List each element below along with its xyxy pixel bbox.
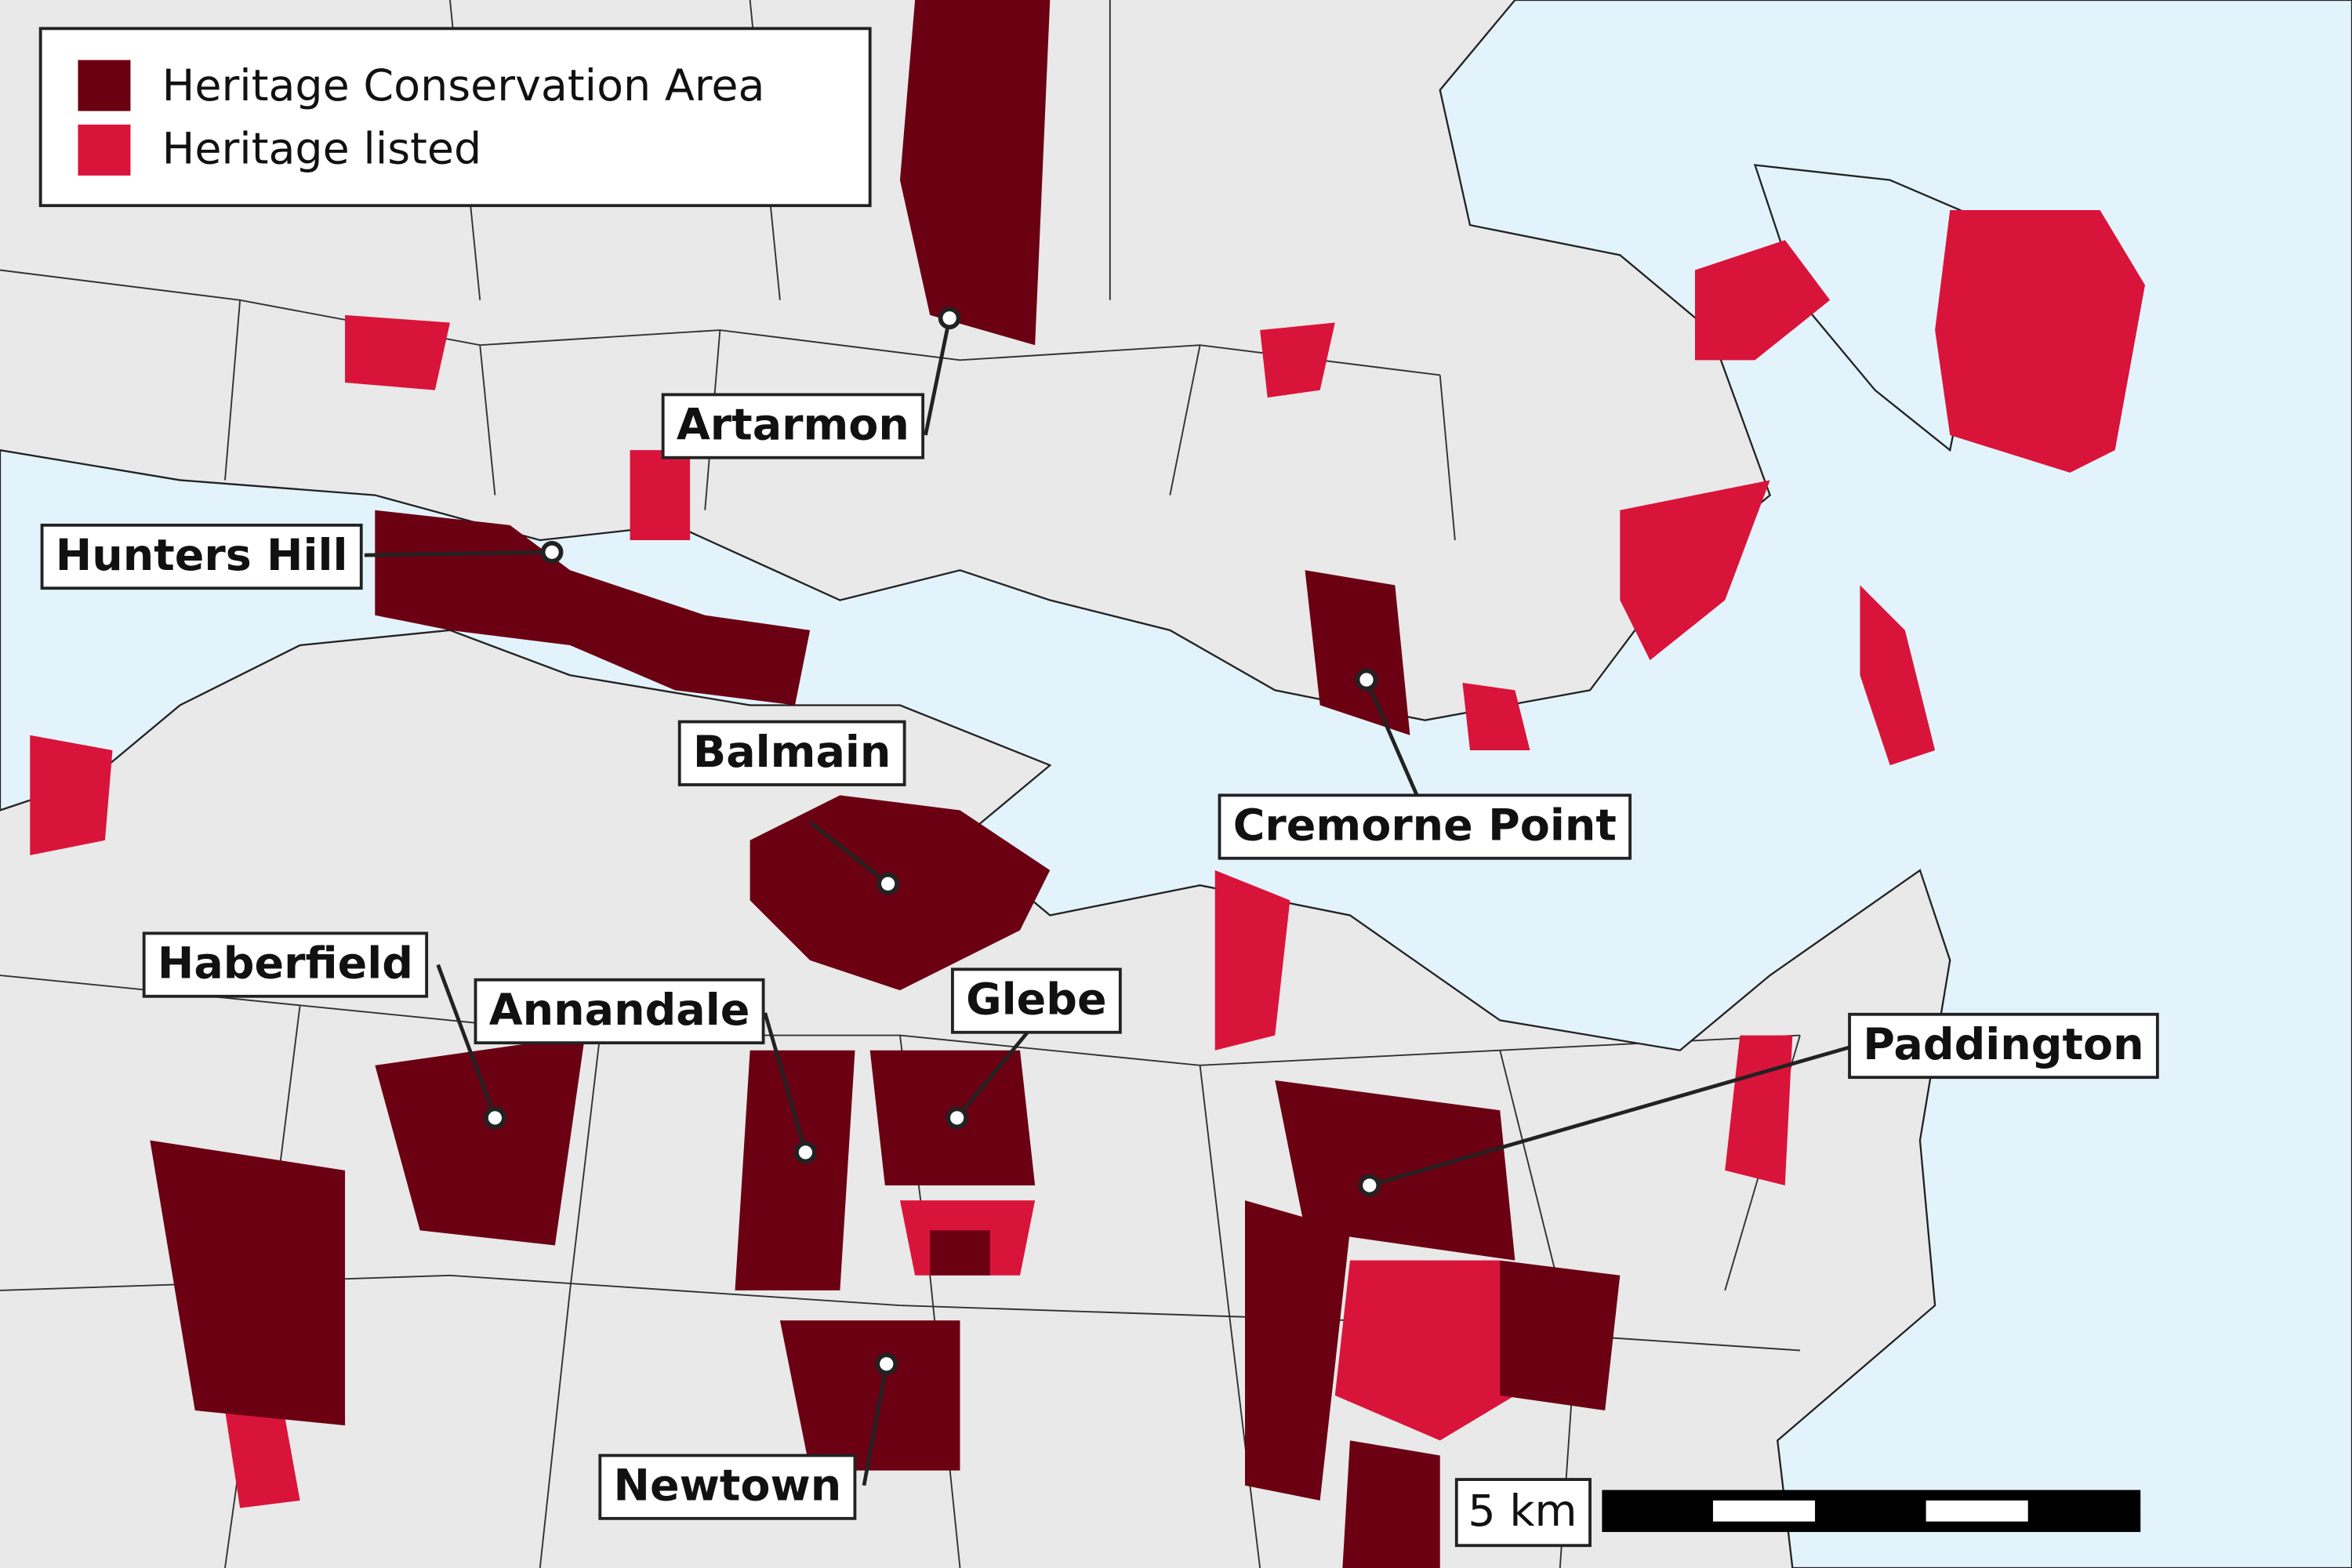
place-dot bbox=[946, 1106, 969, 1130]
legend-swatch bbox=[78, 124, 131, 176]
place: Cremorne Point bbox=[1218, 668, 1632, 860]
label-box bbox=[951, 967, 1122, 1034]
legend-label: Heritage Conservation Area bbox=[162, 60, 765, 111]
scale-bar: 5 km bbox=[1454, 1478, 2141, 1548]
place-labels: Artarmon Hunters Hill Balmain Cremorne Poin… bbox=[40, 307, 2159, 1520]
place-label: Haberfield bbox=[158, 938, 413, 989]
place-label: Glebe bbox=[966, 975, 1107, 1025]
label-box bbox=[661, 393, 925, 459]
scale-label: 5 km bbox=[1468, 1486, 1577, 1537]
leader-line bbox=[808, 820, 890, 886]
place: Artarmon bbox=[661, 307, 961, 459]
place-dot bbox=[540, 540, 564, 564]
place-dot bbox=[877, 872, 900, 895]
place-dot bbox=[938, 307, 961, 330]
place-label: Balmain bbox=[693, 727, 891, 778]
place-dot bbox=[875, 1352, 898, 1376]
place-label: Cremorne Point bbox=[1233, 800, 1617, 851]
scale-bar-segment bbox=[1712, 1500, 1816, 1522]
leader-line bbox=[862, 1363, 889, 1486]
label-box bbox=[142, 931, 429, 998]
label-box bbox=[474, 978, 765, 1045]
leader-line bbox=[1369, 1045, 1850, 1188]
label-box bbox=[677, 720, 906, 786]
place: Hunters Hill bbox=[40, 523, 564, 590]
leader-line bbox=[1364, 679, 1420, 798]
scale-bar-segment bbox=[1926, 1500, 2028, 1522]
legend: Heritage Conservation Area Heritage list… bbox=[38, 27, 872, 208]
place-dot bbox=[1355, 668, 1378, 691]
place: Paddington bbox=[1358, 1012, 2159, 1197]
place: Balmain bbox=[677, 720, 906, 895]
leader-line bbox=[955, 1031, 1029, 1120]
scale-bar-outline bbox=[1602, 1490, 2141, 1533]
legend-box bbox=[38, 27, 872, 208]
place-dot bbox=[1358, 1174, 1381, 1197]
place: Annandale bbox=[474, 978, 817, 1164]
label-box bbox=[40, 523, 363, 590]
place-label: Artarmon bbox=[677, 400, 909, 451]
label-box bbox=[1848, 1012, 2159, 1080]
scale-label-box bbox=[1454, 1478, 1592, 1548]
place-label: Newtown bbox=[614, 1461, 842, 1512]
legend-swatch bbox=[78, 60, 131, 111]
place-dot bbox=[484, 1106, 506, 1130]
label-box bbox=[1218, 793, 1632, 860]
leader-line bbox=[364, 550, 553, 557]
leader-line bbox=[924, 318, 952, 436]
leader-line bbox=[436, 964, 497, 1119]
leader-line bbox=[763, 1012, 808, 1153]
place: Glebe bbox=[946, 967, 1122, 1130]
place-label: Annandale bbox=[489, 985, 750, 1036]
place: Haberfield bbox=[142, 931, 506, 1130]
label-box bbox=[598, 1454, 857, 1520]
place-label: Hunters Hill bbox=[56, 530, 348, 581]
place: Newtown bbox=[598, 1352, 898, 1520]
place-label: Paddington bbox=[1863, 1019, 2143, 1070]
place-dot bbox=[794, 1141, 817, 1164]
legend-label: Heritage listed bbox=[162, 123, 482, 174]
heritage-conservation-areas bbox=[150, 0, 1621, 1568]
